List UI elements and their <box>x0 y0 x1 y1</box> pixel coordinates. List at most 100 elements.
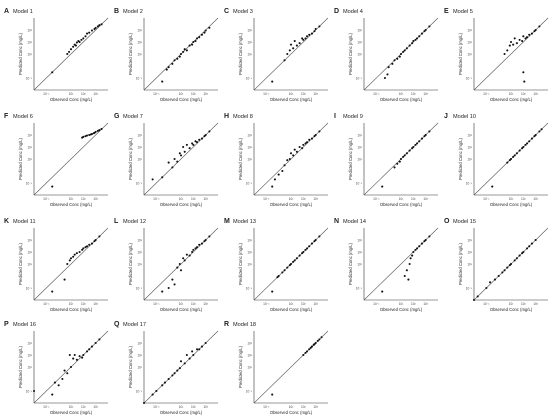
y-tick-label: 10³ <box>357 238 362 242</box>
y-axis-label: Predicted Conc (mg/L) <box>238 242 243 284</box>
data-point <box>63 369 66 372</box>
data-point <box>51 290 54 293</box>
panel-q: Q Model 1710⁻¹10⁻¹10¹10¹10²10²10³10³Obser… <box>114 321 219 415</box>
data-point <box>61 377 64 381</box>
x-tick-label: 10⁻¹ <box>43 405 49 409</box>
data-point <box>508 44 511 47</box>
data-point <box>94 341 97 345</box>
data-point <box>396 162 399 165</box>
x-tick-label: 10³ <box>533 302 538 306</box>
data-point <box>165 68 168 71</box>
data-point <box>74 44 77 47</box>
x-tick-label: 10³ <box>203 197 208 201</box>
data-point <box>200 137 204 140</box>
x-tick-label: 10³ <box>93 197 98 201</box>
y-tick-label: 10³ <box>467 133 472 137</box>
data-point <box>183 48 186 51</box>
panel-d: D Model 410⁻¹10⁻¹10¹10¹10²10²10³10³Observ… <box>334 8 439 102</box>
y-tick-label: 10³ <box>357 28 362 32</box>
y-tick-label: 10² <box>247 353 252 357</box>
panel-letter: E <box>444 8 449 15</box>
data-point <box>90 132 94 136</box>
x-tick-label: 10² <box>81 405 86 409</box>
panel-a: A Model 110⁻¹10⁻¹10¹10¹10²10²10³10³Observ… <box>4 8 109 102</box>
data-point <box>283 164 286 167</box>
data-point <box>411 42 414 45</box>
data-point <box>318 25 321 28</box>
identity-line <box>253 330 329 404</box>
data-point <box>320 336 323 339</box>
data-point <box>528 245 531 248</box>
data-point <box>310 137 314 140</box>
data-point <box>398 55 401 58</box>
panel-letter: C <box>224 8 229 15</box>
data-point <box>81 248 84 251</box>
panel-letter: Q <box>114 321 120 328</box>
y-axis-label: Predicted Conc (mg/L) <box>128 137 133 179</box>
x-tick-label: 10⁻¹ <box>153 302 159 306</box>
y-axis-label: Predicted Conc (mg/L) <box>238 32 243 74</box>
x-tick-label: 10¹ <box>509 92 514 96</box>
data-point <box>182 50 185 53</box>
panel-letter: M <box>224 218 230 225</box>
y-axis-label: Predicted Conc (mg/L) <box>238 345 243 387</box>
data-point <box>428 235 431 238</box>
panel-title: Model 4 <box>343 9 363 15</box>
data-point <box>179 360 183 363</box>
data-point <box>200 242 204 245</box>
panel-title: Model 1 <box>13 9 33 15</box>
y-axis-label: Predicted Conc (mg/L) <box>18 32 23 74</box>
data-point <box>82 247 85 250</box>
panel-title: Model 9 <box>343 114 363 120</box>
panel-letter: L <box>114 218 119 225</box>
data-point <box>85 32 89 35</box>
data-point <box>176 266 179 269</box>
data-point <box>191 350 194 353</box>
x-tick-label: 10³ <box>203 302 208 306</box>
y-tick-label: 10¹ <box>467 157 472 161</box>
x-tick-label: 10¹ <box>69 197 74 201</box>
data-point <box>281 271 284 274</box>
data-point <box>420 242 424 245</box>
data-point <box>100 23 103 26</box>
panel-title: Model 13 <box>233 219 256 225</box>
y-tick-label: 10¹ <box>137 365 142 369</box>
data-point <box>194 247 197 250</box>
data-point <box>506 49 509 52</box>
data-point <box>179 154 183 157</box>
data-point <box>538 130 541 133</box>
x-tick-label: 10¹ <box>69 405 74 409</box>
data-point <box>301 37 304 40</box>
panel-letter: D <box>334 8 339 15</box>
y-tick-label: 10² <box>247 145 252 149</box>
data-point <box>509 262 513 266</box>
data-point <box>305 141 309 144</box>
data-point <box>151 178 154 181</box>
data-point <box>472 298 476 302</box>
data-point <box>63 278 66 281</box>
data-point <box>200 33 204 36</box>
identity-line <box>363 227 439 301</box>
data-point <box>51 393 54 396</box>
y-tick-label: 10³ <box>467 238 472 242</box>
y-tick-label: 10⁻¹ <box>136 181 142 185</box>
panel-n: N Model 1410⁻¹10⁻¹10¹10¹10²10²10³10³Obser… <box>334 218 439 312</box>
data-point <box>515 42 518 45</box>
data-point <box>204 238 207 242</box>
data-point <box>497 274 500 278</box>
data-point <box>310 32 314 35</box>
data-point <box>195 246 199 249</box>
x-axis-label: Observed Conc (mg/L) <box>380 202 423 207</box>
data-point <box>188 147 191 150</box>
data-point <box>204 341 207 345</box>
data-point <box>398 160 401 163</box>
panel-o: O Model 1510⁻¹10⁻¹10¹10¹10²10²10³10³Obser… <box>444 218 549 312</box>
data-point <box>488 281 492 284</box>
y-axis-label: Predicted Conc (mg/L) <box>128 345 133 387</box>
data-point <box>292 154 295 157</box>
data-point <box>161 384 164 387</box>
data-point <box>522 250 525 254</box>
x-axis-label: Observed Conc (mg/L) <box>270 202 313 207</box>
data-point <box>151 393 154 396</box>
x-tick-label: 10² <box>301 302 306 306</box>
